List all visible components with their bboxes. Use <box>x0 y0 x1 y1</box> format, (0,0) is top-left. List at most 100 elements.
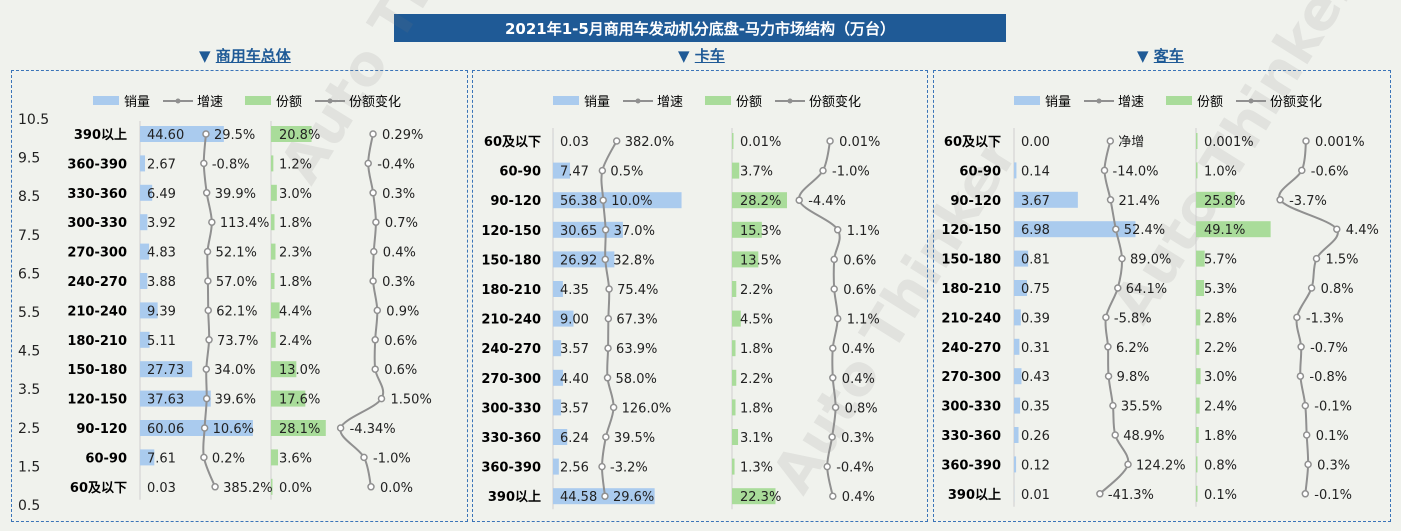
share-bar <box>732 162 740 179</box>
sales-bar <box>553 429 568 445</box>
growth-point <box>605 285 613 293</box>
share-bar <box>732 369 737 386</box>
share-change-value-label: 1.1% <box>847 313 880 328</box>
growth-value-label: 48.9% <box>1123 429 1164 444</box>
category-label: 180-210 <box>941 282 1001 297</box>
category-label: 90-120 <box>950 194 1001 209</box>
sales-value-label: 2.56 <box>560 461 589 476</box>
share-bar <box>732 310 741 327</box>
legend-share-label: 份额 <box>276 95 302 110</box>
share-change-point <box>830 255 838 264</box>
growth-value-label: 89.0% <box>1130 253 1171 268</box>
category-label: 120-150 <box>941 223 1001 238</box>
sales-value-label: 7.47 <box>560 165 589 180</box>
share-change-point <box>1302 431 1311 439</box>
sales-bar <box>140 243 150 260</box>
growth-value-label: 净增 <box>1118 135 1144 150</box>
share-bar <box>271 214 275 231</box>
share-change-value-label: 0.1% <box>1316 429 1349 444</box>
sales-value-label: 27.73 <box>147 363 184 378</box>
growth-value-label: 382.0% <box>625 135 675 150</box>
sales-value-label: 9.00 <box>560 313 589 328</box>
share-change-point <box>1276 196 1284 204</box>
growth-value-label: 6.2% <box>1116 341 1149 356</box>
share-change-value-label: -4.4% <box>808 194 846 209</box>
category-label: 180-210 <box>481 283 541 298</box>
sales-value-label: 0.31 <box>1021 341 1050 356</box>
y-axis-tick: 10.5 <box>18 112 49 128</box>
growth-value-label: 39.5% <box>614 431 655 446</box>
growth-point <box>1100 166 1109 175</box>
sales-value-label: 26.92 <box>560 253 597 268</box>
sales-value-label: 0.12 <box>1021 458 1050 473</box>
share-value-label: 25.8% <box>1204 194 1245 209</box>
share-change-value-label: 1.50% <box>391 393 432 408</box>
growth-point <box>1106 137 1115 145</box>
growth-value-label: 9.8% <box>1117 370 1150 385</box>
share-value-label: 0.0% <box>279 481 312 496</box>
share-bar <box>271 449 279 466</box>
sales-value-label: 6.49 <box>147 187 176 202</box>
category-label: 270-300 <box>67 246 127 261</box>
category-label: 300-330 <box>481 401 541 416</box>
share-change-value-label: 0.3% <box>1317 458 1350 473</box>
legend-growth-marker <box>175 98 181 104</box>
share-change-value-label: 0.01% <box>839 135 880 150</box>
share-value-label: 20.8% <box>279 128 320 143</box>
growth-point <box>1096 490 1104 498</box>
legend-sales-label: 销量 <box>124 95 150 110</box>
share-bar <box>1196 280 1205 296</box>
sales-bar <box>1014 221 1136 238</box>
share-bar <box>732 221 762 238</box>
share-value-label: 2.2% <box>740 283 773 298</box>
sales-bar <box>140 155 146 172</box>
y-axis-tick: 7.5 <box>18 228 40 244</box>
sales-bar <box>1014 191 1078 208</box>
share-change-value-label: -3.7% <box>1289 194 1327 209</box>
sales-bar <box>553 251 615 268</box>
growth-point <box>202 130 210 138</box>
growth-point <box>602 433 610 441</box>
category-label: 300-330 <box>67 216 127 231</box>
panel-truck <box>472 70 928 522</box>
sales-value-label: 2.67 <box>147 157 176 172</box>
share-change-point <box>1312 254 1321 263</box>
growth-point <box>1124 460 1132 469</box>
share-change-point <box>1333 225 1341 233</box>
share-bar <box>271 184 277 201</box>
share-value-label: 3.1% <box>740 431 773 446</box>
legend-growth-label: 增速 <box>657 95 683 110</box>
share-change-value-label: -0.1% <box>1314 400 1352 415</box>
growth-point <box>1114 284 1122 292</box>
share-bar <box>1196 162 1198 179</box>
share-change-value-label: -0.8% <box>1309 370 1347 385</box>
growth-value-label: 64.1% <box>1126 282 1167 297</box>
share-change-value-label: 0.001% <box>1315 135 1365 150</box>
share-change-value-label: -0.4% <box>836 461 874 476</box>
share-value-label: 0.001% <box>1204 135 1254 150</box>
sales-value-label: 56.38 <box>560 194 597 209</box>
sales-value-label: 7.61 <box>147 451 176 466</box>
share-change-point <box>795 196 803 204</box>
share-change-value-label: 0.4% <box>842 490 875 505</box>
growth-point <box>604 344 612 352</box>
share-bar <box>1196 368 1201 385</box>
sales-value-label: 30.65 <box>560 224 597 239</box>
share-change-value-label: 1.5% <box>1326 253 1359 268</box>
share-change-point <box>826 137 834 145</box>
growth-point <box>200 453 208 462</box>
y-axis-tick: 3.5 <box>18 382 40 398</box>
category-label: 360-390 <box>941 458 1001 473</box>
share-bar <box>1196 250 1205 267</box>
share-change-point <box>371 336 379 344</box>
sales-bar <box>553 399 562 416</box>
share-change-value-label: 0.6% <box>384 334 417 349</box>
sales-bar <box>1014 309 1021 326</box>
share-change-point <box>371 365 379 373</box>
share-value-label: 4.5% <box>740 313 773 328</box>
share-value-label: 17.6% <box>279 393 320 408</box>
growth-value-label: -5.8% <box>1114 311 1152 326</box>
share-bar <box>271 155 274 172</box>
growth-value-label: 57.0% <box>216 275 257 290</box>
growth-value-label: 39.9% <box>215 187 256 202</box>
